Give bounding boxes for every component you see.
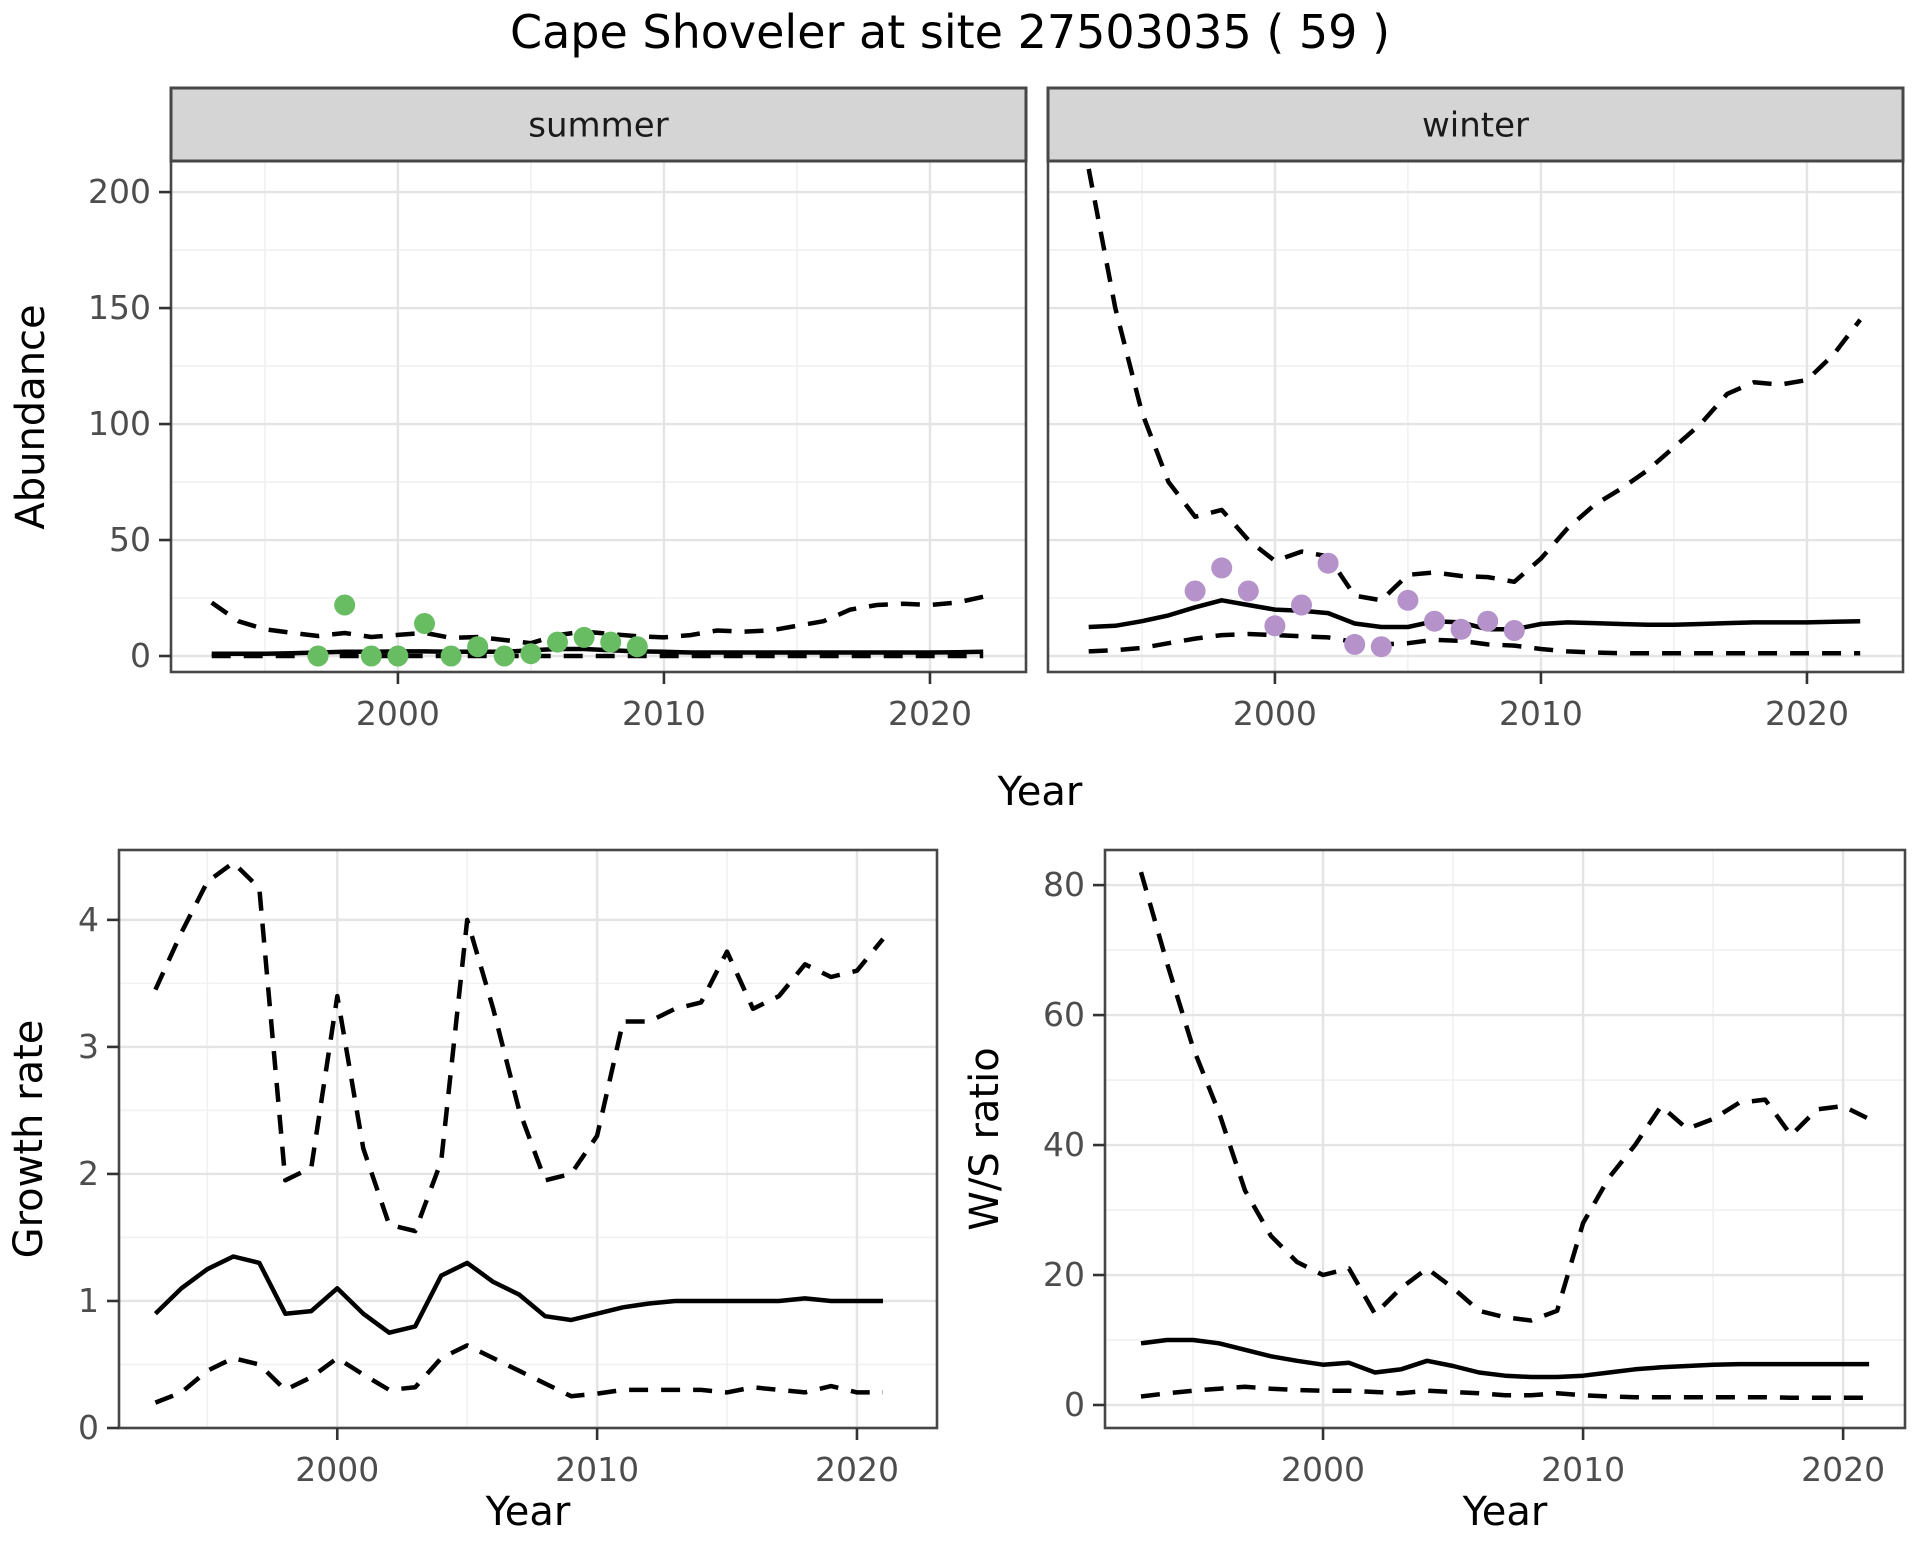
data-point xyxy=(1317,552,1339,574)
data-point xyxy=(493,645,515,667)
y-axis-tick-label: 100 xyxy=(88,404,151,443)
data-point xyxy=(414,613,435,634)
facet-strip-label: winter xyxy=(1422,106,1529,146)
y-axis-title-ws-ratio: W/S ratio xyxy=(962,1047,1008,1230)
data-point xyxy=(467,636,489,658)
y-axis-tick-label: 80 xyxy=(1043,865,1085,904)
series-upper_ci xyxy=(153,860,885,1234)
y-axis-tick-label: 40 xyxy=(1043,1125,1085,1164)
panel-border xyxy=(1103,848,1907,1430)
x-axis-tick-label: 2010 xyxy=(622,694,706,733)
y-axis-tick-label: 0 xyxy=(1064,1385,1085,1424)
y-axis-tick-label: 200 xyxy=(88,172,151,211)
series-fit xyxy=(211,646,984,656)
series-lower_ci xyxy=(154,1343,883,1405)
y-axis-tick-label: 50 xyxy=(109,520,151,559)
series-group xyxy=(153,860,885,1405)
x-axis-tick-label: 2010 xyxy=(1541,1450,1625,1489)
y-axis-tick-label: 0 xyxy=(78,1408,99,1447)
x-axis-tick-label: 2010 xyxy=(1499,694,1583,733)
points-observed_counts xyxy=(1184,552,1525,658)
facet-strip-label: summer xyxy=(528,106,668,146)
x-axis-tick-label: 2010 xyxy=(555,1450,639,1489)
series-fit xyxy=(1140,1337,1870,1380)
data-point xyxy=(1370,636,1392,658)
data-point xyxy=(1397,589,1419,611)
panel-ws_ratio: 2000 2010 2020 0 20 40 60 80 xyxy=(1043,848,1907,1489)
data-point xyxy=(387,645,409,667)
data-point xyxy=(600,631,622,653)
series-upper_ci xyxy=(1086,168,1862,603)
panel-background xyxy=(1048,161,1903,672)
data-point xyxy=(334,594,356,616)
data-point xyxy=(440,645,462,667)
y-axis-tick-label: 0 xyxy=(130,636,151,675)
x-axis-tick-label: 2000 xyxy=(1281,1450,1365,1489)
x-axis-tick-label: 2020 xyxy=(1765,694,1849,733)
points-observed_counts xyxy=(307,594,648,667)
data-point xyxy=(626,636,648,658)
x-axis-title-year-ws: Year xyxy=(1462,1489,1548,1535)
x-axis-tick-label: 2000 xyxy=(356,694,440,733)
data-point xyxy=(1211,557,1233,579)
facet-strip-summer xyxy=(169,86,1028,163)
x-axis-tick-label: 2020 xyxy=(815,1450,899,1489)
panel-abundance_winter: 2000 2010 2020 winter xyxy=(1046,86,1905,733)
panel-growth_rate: 2000 2010 2020 0 1 2 3 4 xyxy=(78,848,939,1489)
data-point xyxy=(1344,633,1366,655)
series-fit xyxy=(153,1254,883,1335)
chart-title: Cape Shoveler at site 27503035 ( 59 ) xyxy=(510,5,1390,59)
x-axis-tick-label: 2000 xyxy=(1233,694,1317,733)
data-point xyxy=(1237,580,1259,602)
data-point xyxy=(520,643,542,665)
panel-abundance_summer: 2000 2010 2020 0 50 100 150 200 summer xyxy=(88,86,1028,733)
data-point xyxy=(1184,580,1206,602)
series-lower_ci xyxy=(1140,1384,1870,1401)
x-axis-tick-label: 2000 xyxy=(295,1450,379,1489)
data-point xyxy=(1264,615,1286,637)
y-axis-tick-label: 2 xyxy=(78,1154,99,1193)
y-axis-tick-label: 20 xyxy=(1043,1255,1085,1294)
y-axis-title-abundance: Abundance xyxy=(8,304,54,529)
data-point xyxy=(360,645,382,667)
series-upper_ci xyxy=(210,594,984,646)
y-axis-tick-label: 1 xyxy=(78,1281,99,1320)
series-group xyxy=(1138,871,1871,1401)
y-axis-tick-label: 3 xyxy=(78,1027,99,1066)
panel-background xyxy=(171,161,1026,672)
series-group xyxy=(210,594,984,659)
series-lower_ci xyxy=(1088,631,1861,656)
data-point xyxy=(547,631,568,653)
data-point xyxy=(1477,610,1499,632)
x-axis-tick-label: 2020 xyxy=(1801,1450,1885,1489)
data-point xyxy=(1503,620,1525,641)
data-point xyxy=(573,626,595,648)
data-point xyxy=(1291,594,1312,616)
series-fit xyxy=(1088,598,1861,632)
panel-background xyxy=(1105,850,1905,1428)
x-axis-tick-label: 2020 xyxy=(888,694,972,733)
y-axis-title-growth-rate: Growth rate xyxy=(6,1020,52,1259)
facet-strip-winter xyxy=(1046,86,1905,163)
panel-border xyxy=(117,848,939,1430)
y-axis-tick-label: 4 xyxy=(78,900,99,939)
data-point xyxy=(1450,618,1472,640)
x-axis-title-year-top: Year xyxy=(997,769,1083,815)
x-axis-title-year-growth: Year xyxy=(485,1489,571,1535)
data-point xyxy=(307,645,329,667)
y-axis-tick-label: 150 xyxy=(88,288,151,327)
series-upper_ci xyxy=(1138,871,1871,1323)
y-axis-tick-label: 60 xyxy=(1043,995,1085,1034)
series-group xyxy=(1086,168,1862,656)
data-point xyxy=(1424,610,1445,632)
